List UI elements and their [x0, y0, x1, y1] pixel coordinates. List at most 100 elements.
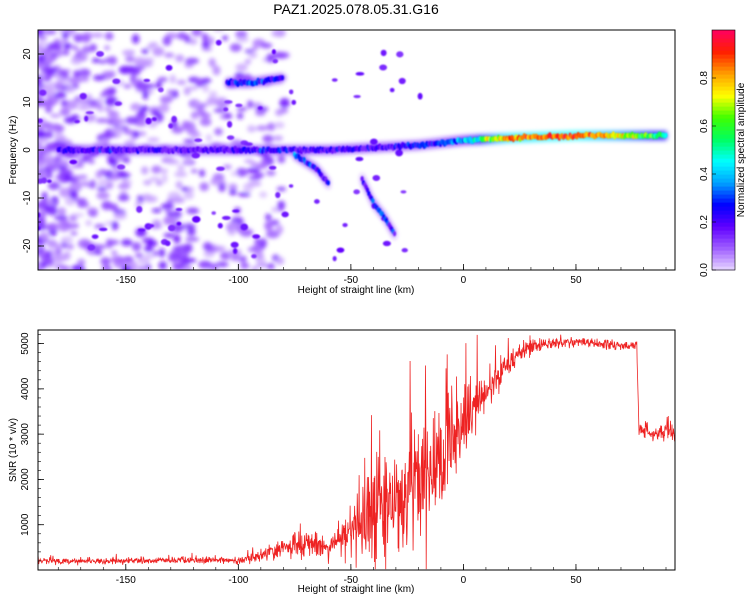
heatmap-noise-cell [288, 184, 294, 188]
heatmap-noise-cell [240, 262, 250, 270]
heatmap-noise-cell [198, 260, 212, 269]
heatmap-noise-cell [201, 33, 209, 42]
heatmap-noise-cell [122, 50, 133, 57]
heatmap-noise-cell [176, 221, 182, 226]
heatmap-noise-cell [94, 249, 103, 255]
heatmap-noise-cell [171, 126, 184, 134]
heatmap-noise-cell [248, 126, 258, 132]
heatmap-noise-cell [151, 110, 161, 117]
colorbar-band [712, 242, 735, 247]
heatmap-noise-cell [42, 157, 57, 165]
heatmap-noise-cell [38, 30, 45, 37]
heatmap-noise-cell [137, 228, 146, 232]
colorbar-band [712, 222, 735, 227]
snr-y-tick-label: 1000 [20, 513, 31, 536]
heatmap-noise-cell [232, 209, 240, 213]
heatmap-noise-cell [235, 167, 248, 177]
heatmap-noise-cell [355, 72, 365, 76]
heatmap-noise-cell [266, 169, 276, 177]
heatmap-noise-cell [85, 111, 94, 115]
heatmap-noise-cell [208, 58, 216, 68]
heatmap-noise-cell [382, 240, 391, 247]
spectrogram-x-tick-label: -150 [116, 275, 136, 286]
heatmap-noise-cell [272, 135, 284, 142]
heatmap-noise-cell [41, 191, 48, 200]
heatmap-noise-cell [111, 221, 119, 231]
heatmap-noise-cell [85, 219, 92, 226]
heatmap-noise-cell [80, 34, 91, 43]
colorbar-band [712, 46, 735, 51]
colorbar-band [712, 138, 735, 143]
heatmap-noise-cell [113, 212, 127, 220]
heatmap-noise-cell [214, 97, 228, 106]
heatmap-noise-cell [190, 168, 198, 174]
heatmap-noise-cell [275, 224, 284, 235]
heatmap-noise-cell [95, 182, 107, 187]
heatmap-noise-cell [205, 133, 212, 142]
heatmap-noise-cell [159, 95, 173, 104]
heatmap-noise-cell [162, 35, 172, 46]
heatmap-noise-cell [228, 183, 238, 191]
heatmap-noise-cell [151, 165, 162, 174]
heatmap-noise-cell [45, 125, 59, 132]
heatmap-noise-cell [244, 58, 252, 65]
heatmap-noise-cell [143, 78, 151, 83]
heatmap-noise-cell [46, 144, 58, 152]
heatmap-noise-cell [255, 164, 267, 170]
heatmap-noise-cell [38, 149, 46, 157]
heatmap-noise-cell [380, 49, 387, 57]
colorbar-band [712, 218, 735, 223]
heatmap-noise-cell [47, 181, 61, 190]
colorbar-band [712, 226, 735, 231]
heatmap-noise-cell [168, 123, 174, 129]
heatmap-noise-cell [166, 89, 175, 95]
heatmap-noise-cell [395, 149, 403, 157]
heatmap-noise-cell [202, 241, 213, 251]
heatmap-noise-cell [252, 234, 261, 239]
heatmap-noise-cell [49, 113, 61, 118]
heatmap-noise-cell [139, 105, 149, 112]
heatmap-noise-cell [417, 92, 423, 100]
heatmap-noise-cell [159, 168, 169, 174]
heatmap-noise-cell [372, 174, 381, 181]
colorbar-gradient [712, 30, 735, 271]
heatmap-noise-cell [230, 171, 239, 176]
colorbar-band [712, 86, 735, 91]
snr-y-tick-label: 3000 [20, 423, 31, 446]
heatmap-noise-cell [396, 51, 404, 58]
heatmap-noise-cell [43, 205, 54, 212]
heatmap-noise-cell [331, 78, 338, 82]
heatmap-noise-cell [117, 183, 131, 190]
heatmap-noise-cell [122, 257, 134, 263]
heatmap-noise-cell [199, 117, 212, 127]
heatmap-noise-cell [92, 74, 106, 81]
heatmap-noise-cell [217, 222, 223, 229]
heatmap-noise-cell [38, 130, 47, 139]
heatmap-noise-cell [229, 189, 237, 196]
spectrogram-x-tick-label: -50 [344, 275, 359, 286]
heatmap-noise-cell [389, 87, 395, 93]
heatmap-noise-cell [165, 64, 173, 71]
heatmap-noise-cell [234, 72, 244, 78]
heatmap-noise-cell [201, 77, 212, 84]
heatmap-noise-cell [236, 112, 244, 120]
heatmap-noise-cell [50, 67, 59, 72]
heatmap-noise-cell [144, 244, 154, 253]
heatmap-noise-cell [38, 98, 45, 108]
heatmap-noise-cell [77, 105, 91, 111]
heatmap-noise-cell [236, 106, 248, 112]
heatmap-noise-cell [202, 84, 210, 93]
heatmap-noise-cell [45, 163, 56, 172]
heatmap-noise-cell [69, 190, 78, 200]
heatmap-noise-cell [38, 49, 45, 55]
heatmap-noise-cell [342, 223, 348, 228]
colorbar-band [712, 66, 735, 71]
heatmap-noise-cell [65, 86, 76, 93]
heatmap-noise-cell [39, 231, 50, 242]
heatmap-noise-cell [89, 179, 96, 190]
heatmap-noise-cell [146, 240, 158, 247]
heatmap-noise-cell [271, 206, 280, 213]
heatmap-noise-cell [212, 30, 225, 33]
heatmap-noise-cell [276, 186, 287, 192]
heatmap-noise-cell [281, 211, 289, 218]
